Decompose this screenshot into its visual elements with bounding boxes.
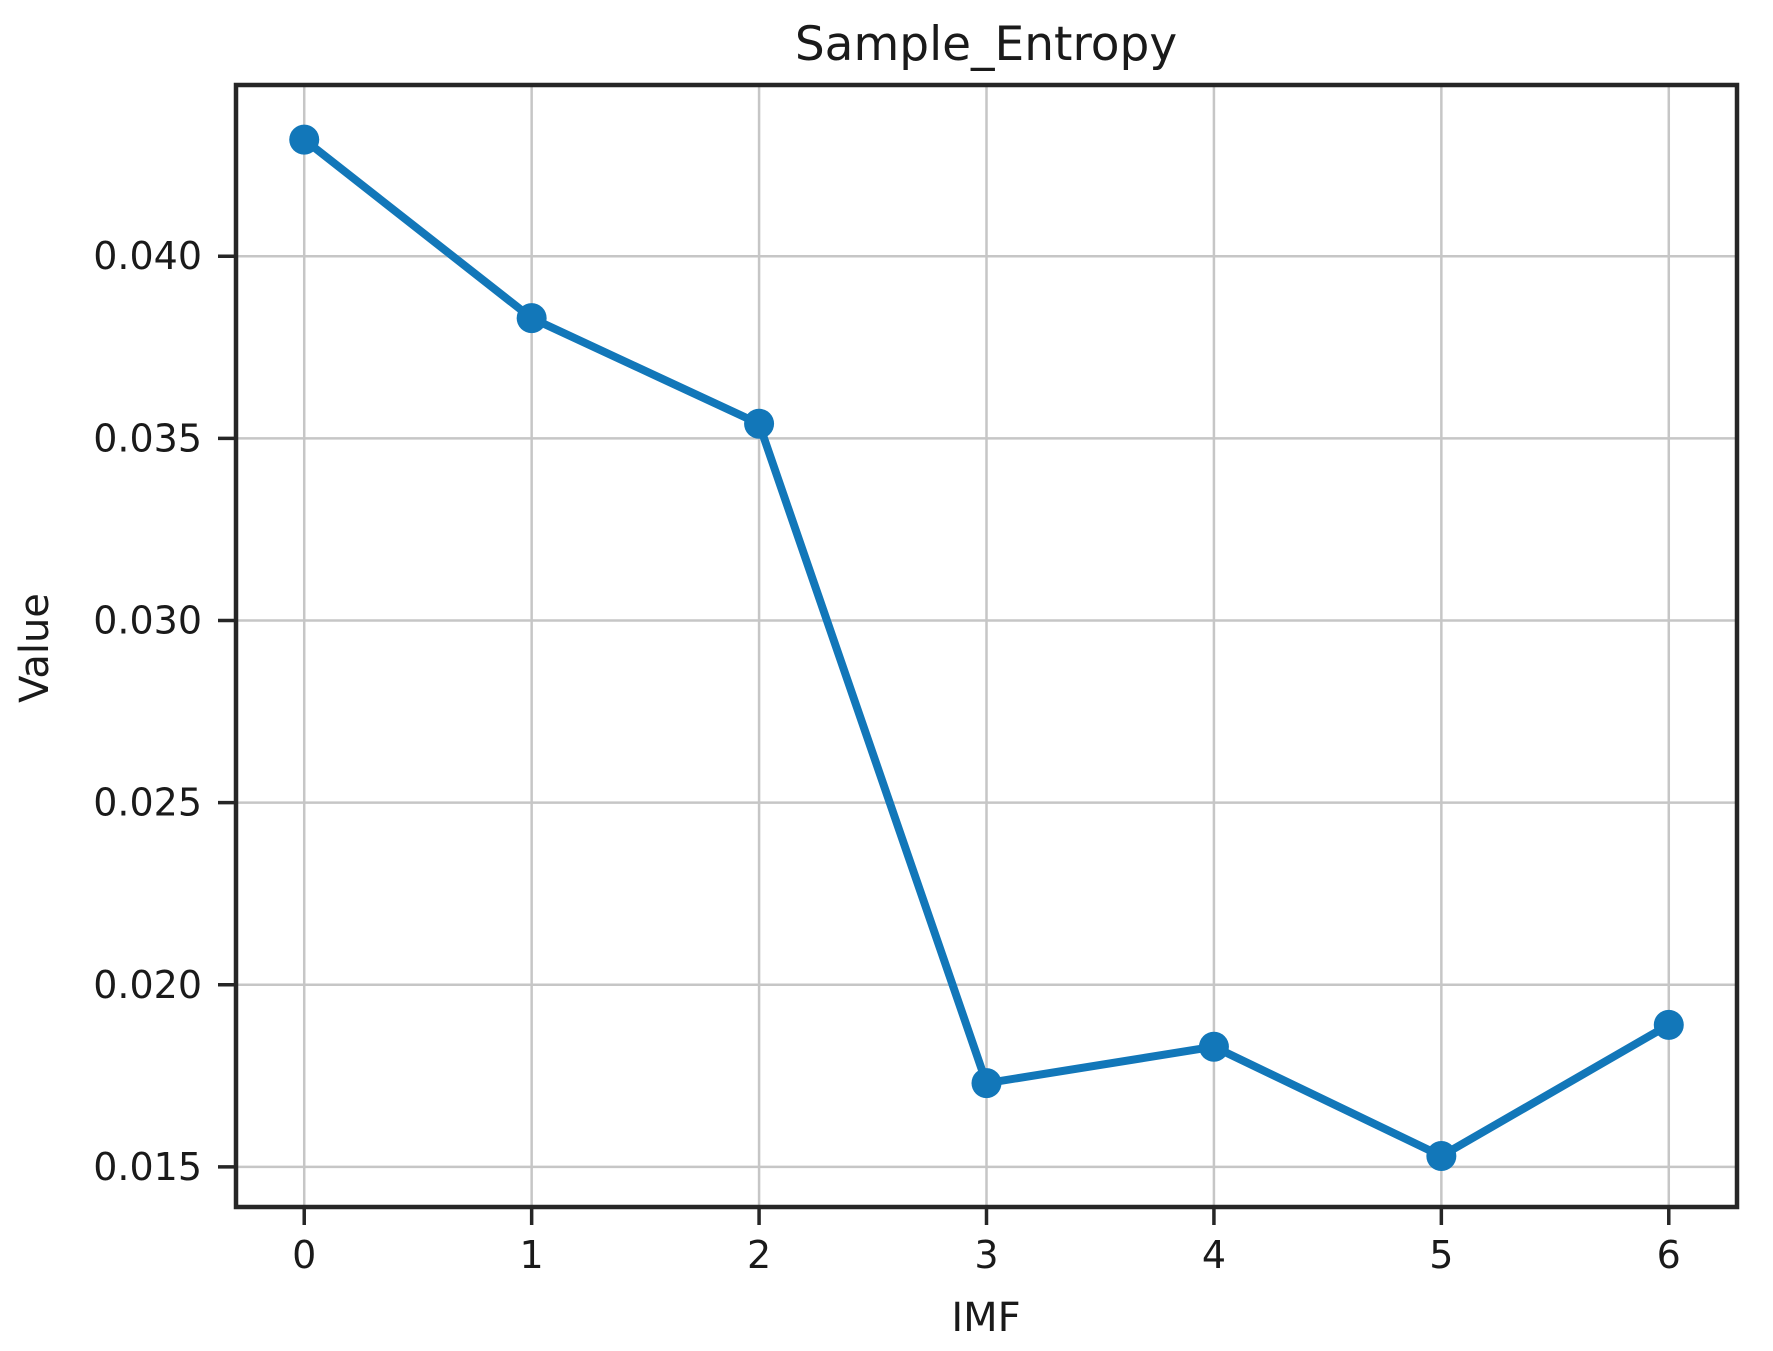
y-tick-label: 0.025 (93, 781, 202, 825)
x-tick-label: 4 (1202, 1233, 1226, 1277)
data-point (744, 408, 775, 439)
y-tick-label: 0.035 (93, 416, 202, 460)
grid-layer (236, 85, 1737, 1207)
axes-layer: 0 1 2 3 4 5 6 0.015 0.020 0.025 0.030 0.035 0.040 (93, 82, 1740, 1277)
y-tick-label: 0.020 (93, 963, 202, 1007)
x-tick-label: 2 (747, 1233, 771, 1277)
x-axis-label: IMF (951, 1295, 1020, 1341)
y-tick-label: 0.015 (93, 1145, 202, 1189)
x-tick-label: 3 (974, 1233, 998, 1277)
data-point (1426, 1141, 1457, 1171)
x-tick-label: 6 (1657, 1233, 1681, 1277)
data-point (1198, 1031, 1229, 1062)
x-tick-label: 1 (520, 1233, 544, 1277)
data-point (289, 124, 320, 155)
x-tick-label: 5 (1429, 1233, 1453, 1277)
data-point (1653, 1009, 1684, 1040)
y-tick-label: 0.040 (93, 234, 202, 278)
data-point (516, 303, 547, 334)
data-point (971, 1068, 1002, 1099)
y-tick-label: 0.030 (93, 599, 202, 643)
data-series-layer (289, 124, 1684, 1171)
chart-title: Sample_Entropy (795, 17, 1177, 72)
y-axis-label: Value (12, 593, 58, 703)
x-tick-label: 0 (292, 1233, 316, 1277)
